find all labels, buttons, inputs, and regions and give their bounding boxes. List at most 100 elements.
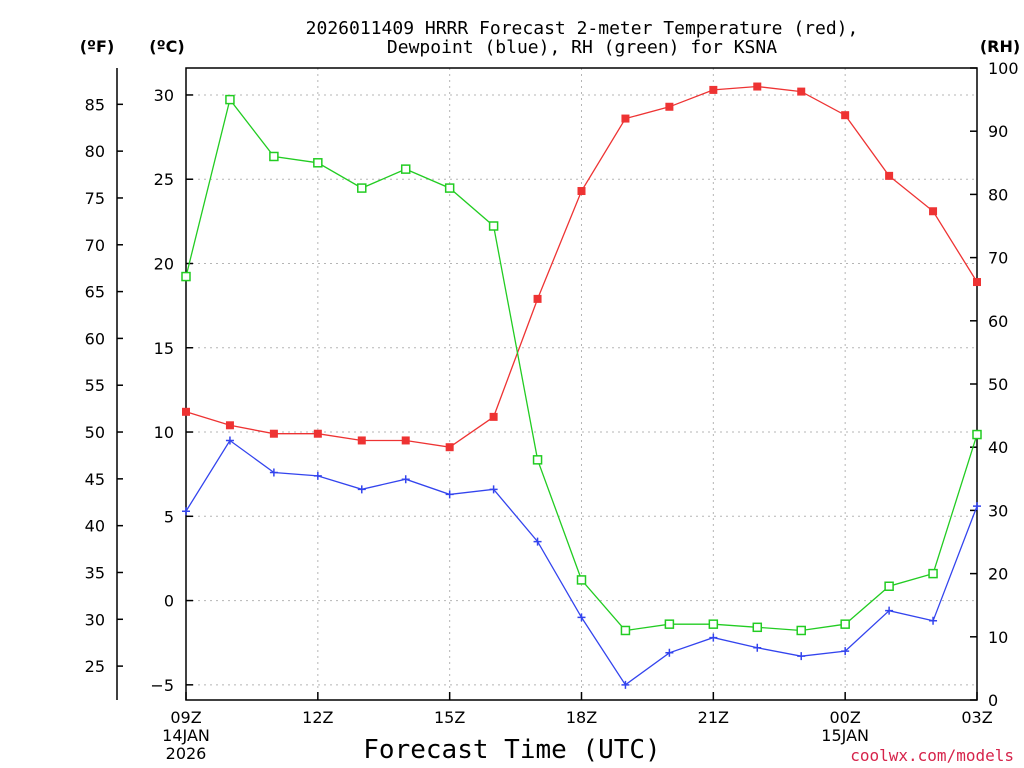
dewpoint-point — [445, 490, 454, 499]
rh-point — [444, 183, 455, 193]
rh-point — [225, 94, 235, 105]
dewpoint-point — [973, 502, 981, 511]
fahrenheit-tick-label: 60 — [85, 329, 105, 348]
rh-point — [708, 619, 719, 629]
plot-frame — [185, 67, 978, 701]
dewpoint-point — [709, 633, 718, 642]
rh-point — [576, 575, 587, 585]
temperature-point — [182, 407, 190, 416]
rh-point — [532, 455, 543, 465]
rh-point — [269, 151, 279, 162]
grid-layer — [186, 68, 977, 700]
dewpoint-point — [401, 475, 410, 484]
rh-series — [181, 94, 982, 636]
dewpoint-point — [753, 643, 762, 652]
fahrenheit-unit-label: (ºF) — [80, 37, 115, 56]
fahrenheit-tick-label: 85 — [85, 95, 105, 114]
rh-tick-label: 20 — [988, 565, 1008, 584]
temperature-point — [269, 429, 278, 438]
dewpoint-point — [621, 680, 630, 689]
x-tick-label: 03Z — [961, 708, 992, 727]
rh-tick-label: 0 — [988, 691, 998, 710]
rh-point — [357, 183, 367, 193]
dewpoint-point — [577, 613, 586, 622]
fahrenheit-tick-label: 80 — [85, 142, 105, 161]
rh-point — [752, 622, 763, 633]
rh-tick-label: 70 — [988, 249, 1008, 268]
temperature-point — [401, 436, 410, 445]
dewpoint-point — [313, 471, 322, 480]
temperature-point — [973, 278, 981, 287]
x-tick-date: 15JAN — [821, 726, 869, 745]
rh-point — [796, 625, 806, 636]
dewpoint-point — [665, 648, 674, 657]
temperature-point — [665, 102, 674, 111]
temperature-point — [885, 171, 894, 180]
fahrenheit-tick-label: 65 — [85, 283, 105, 302]
rh-point — [928, 568, 938, 579]
rh-tick-label: 60 — [988, 312, 1008, 331]
temperature-point — [533, 294, 542, 303]
rh-point — [313, 158, 323, 168]
fahrenheit-tick-label: 30 — [85, 610, 105, 629]
chart-title-line-1: 2026011409 HRRR Forecast 2-meter Tempera… — [306, 18, 859, 39]
celsius-tick-label: 10 — [154, 423, 174, 442]
x-axis-title: Forecast Time (UTC) — [363, 735, 660, 765]
x-tick-date: 14JAN — [162, 726, 210, 745]
dewpoint-point — [225, 436, 234, 445]
temperature-point — [489, 412, 498, 421]
rh-tick-label: 100 — [988, 59, 1019, 78]
series-layer — [181, 82, 982, 689]
x-tick-label: 12Z — [302, 708, 333, 727]
rh-tick-label: 40 — [988, 438, 1008, 457]
rh-tick-label: 10 — [988, 628, 1008, 647]
fahrenheit-axis: 25 30 35 40 45 50 55 60 65 70 75 80 85 — [85, 95, 123, 676]
rh-tick-label: 90 — [988, 122, 1008, 141]
temperature-point — [929, 207, 938, 216]
dewpoint-point — [269, 468, 278, 477]
celsius-tick-label: −5 — [150, 676, 174, 695]
temperature-point — [577, 187, 586, 196]
rh-tick-label: 80 — [988, 185, 1008, 204]
credit-link[interactable]: coolwx.com/models — [850, 746, 1014, 765]
celsius-unit-label: (ºC) — [149, 37, 184, 56]
temperature-point — [753, 82, 762, 91]
celsius-tick-label: 30 — [154, 86, 174, 105]
dewpoint-point — [182, 507, 190, 516]
celsius-tick-label: 20 — [154, 254, 174, 273]
rh-axis: 0 10 20 30 40 50 60 70 80 90 100 — [970, 59, 1019, 710]
temperature-point — [797, 87, 806, 96]
celsius-tick-label: 5 — [164, 507, 174, 526]
x-tick-label: 09Z — [170, 708, 201, 727]
dewpoint-point — [841, 647, 850, 656]
fahrenheit-tick-label: 75 — [85, 189, 105, 208]
celsius-tick-label: 15 — [154, 339, 174, 358]
fahrenheit-tick-label: 40 — [85, 517, 105, 536]
temperature-point — [445, 443, 454, 452]
fahrenheit-tick-label: 50 — [85, 423, 105, 442]
dewpoint-point — [929, 616, 938, 625]
fahrenheit-tick-label: 70 — [85, 236, 105, 255]
rh-tick-label: 50 — [988, 375, 1008, 394]
x-tick-label: 18Z — [566, 708, 597, 727]
temperature-point — [709, 85, 718, 94]
fahrenheit-tick-label: 25 — [85, 657, 105, 676]
dewpoint-point — [533, 537, 542, 546]
rh-point — [884, 581, 894, 591]
x-tick-year: 2026 — [166, 744, 207, 763]
fahrenheit-tick-label: 55 — [85, 376, 105, 395]
temperature-point — [357, 436, 366, 445]
dewpoint-point — [885, 606, 894, 615]
x-tick-label: 21Z — [698, 708, 729, 727]
temperature-point — [225, 421, 234, 430]
rh-point — [488, 221, 499, 231]
dewpoint-series — [182, 436, 981, 689]
fahrenheit-tick-label: 35 — [85, 563, 105, 582]
dewpoint-point — [489, 485, 498, 494]
x-tick-label: 15Z — [434, 708, 465, 727]
celsius-axis: −5 0 5 10 15 20 25 30 — [150, 86, 193, 695]
dewpoint-point — [797, 652, 806, 661]
dewpoint-point — [357, 485, 366, 494]
